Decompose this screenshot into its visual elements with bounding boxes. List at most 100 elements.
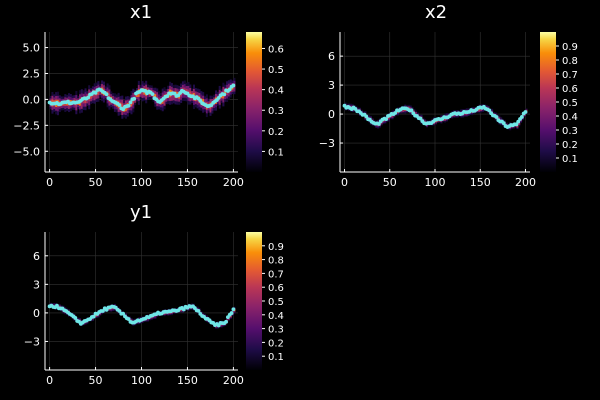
heatmap-cell xyxy=(453,116,456,118)
heatmap-cell xyxy=(139,96,142,100)
heatmap-cell xyxy=(222,94,225,99)
panel-title: y1 xyxy=(130,202,152,223)
heatmap-cell xyxy=(77,104,80,108)
heatmap-cell xyxy=(60,305,63,307)
heatmap-cell xyxy=(137,100,140,105)
heatmap-cell xyxy=(191,88,194,92)
heatmap-cell xyxy=(156,315,159,317)
heatmap-cell xyxy=(152,316,155,318)
heatmap-cell xyxy=(84,322,87,324)
heatmap-cell xyxy=(509,127,512,129)
heatmap-cell xyxy=(233,311,236,313)
colorbar-gradient xyxy=(246,232,262,370)
data-point xyxy=(86,95,91,100)
heatmap-cell xyxy=(102,85,105,89)
heatmap-cell xyxy=(181,81,184,85)
heatmap-cell xyxy=(167,314,170,316)
heatmap-cell xyxy=(198,308,201,310)
heatmap-cell xyxy=(178,101,181,105)
heatmap-cell xyxy=(161,92,164,97)
heatmap-cell xyxy=(67,93,71,97)
data-point xyxy=(91,314,96,319)
heatmap-cell xyxy=(86,91,89,94)
heatmap-cell xyxy=(102,81,105,86)
heatmap-cell xyxy=(121,103,124,108)
heatmap-cell xyxy=(503,120,506,122)
heatmap-cell xyxy=(181,97,184,102)
heatmap-cell xyxy=(224,324,227,326)
heatmap-cell xyxy=(377,119,380,122)
heatmap-cell xyxy=(58,304,61,306)
heatmap-cell xyxy=(148,94,151,97)
heatmap-cell xyxy=(507,123,510,125)
heatmap-cell xyxy=(106,99,109,104)
heatmap-cell xyxy=(91,319,94,321)
heatmap-cell xyxy=(393,115,396,118)
heatmap-cell xyxy=(62,107,65,111)
heatmap-cell xyxy=(371,124,374,126)
heatmap-cell xyxy=(416,112,419,115)
heatmap-cell xyxy=(429,119,432,122)
heatmap-cell xyxy=(145,320,148,322)
heatmap-cell xyxy=(139,316,142,319)
heatmap-cell xyxy=(108,93,111,98)
heatmap-cell xyxy=(205,113,208,118)
heatmap-cell xyxy=(132,324,135,326)
heatmap-cell xyxy=(203,314,207,316)
heatmap-cell xyxy=(205,320,208,323)
colorbar-tick-label: 0.5 xyxy=(562,98,578,109)
heatmap-cell xyxy=(389,116,392,119)
heatmap-cell xyxy=(492,112,495,114)
heatmap-cell xyxy=(447,113,450,115)
heatmap-cell xyxy=(82,100,85,104)
heatmap-cell xyxy=(124,107,127,112)
heatmap-cell xyxy=(402,109,405,111)
heatmap-cell xyxy=(67,96,71,100)
heatmap-cell xyxy=(397,107,400,110)
heatmap-cell xyxy=(104,88,107,92)
heatmap-cell xyxy=(156,106,159,110)
heatmap-cell xyxy=(90,88,93,91)
heatmap-cell xyxy=(485,105,488,107)
heatmap-cell xyxy=(93,93,96,97)
heatmap-cell xyxy=(404,111,407,114)
heatmap-cell xyxy=(73,104,76,108)
colorbar-tick-label: 0.7 xyxy=(562,70,578,81)
heatmap-cell xyxy=(161,107,164,112)
heatmap-cell xyxy=(216,321,219,323)
data-point xyxy=(165,94,170,99)
heatmap-cell xyxy=(498,116,501,119)
heatmap-cell xyxy=(137,80,140,86)
heatmap-cell xyxy=(158,91,161,95)
colorbar-tick-label: 0.4 xyxy=(268,311,284,322)
heatmap-cell xyxy=(117,107,120,112)
heatmap-cell xyxy=(229,317,232,320)
colorbar-tick-label: 0.3 xyxy=(562,126,578,137)
heatmap-cell xyxy=(411,107,414,109)
colorbar-tick-label: 0.2 xyxy=(268,338,284,349)
heatmap-cell xyxy=(181,311,184,313)
heatmap-cell xyxy=(143,82,146,86)
heatmap-cell xyxy=(84,88,87,93)
heatmap-cell xyxy=(222,324,225,326)
heatmap-cell xyxy=(496,114,499,116)
heatmap-cell xyxy=(469,113,472,115)
colorbar-tick-label: 0.6 xyxy=(562,84,578,95)
heatmap-cell xyxy=(420,114,423,117)
heatmap-cell xyxy=(191,100,194,104)
heatmap-cell xyxy=(49,95,52,99)
heatmap-cell xyxy=(135,94,139,98)
heatmap-cell xyxy=(66,102,69,106)
heatmap-cell xyxy=(130,102,133,107)
heatmap-cell xyxy=(409,112,412,115)
heatmap-cell xyxy=(400,112,403,114)
heatmap-cell xyxy=(456,116,459,118)
heatmap-cell xyxy=(130,94,133,99)
heatmap-cell xyxy=(137,84,140,90)
heatmap-cell xyxy=(511,126,514,128)
heatmap-cell xyxy=(445,118,448,121)
heatmap-cell xyxy=(91,318,94,320)
colorbar-tick-label: 0.4 xyxy=(562,112,578,123)
heatmap-cell xyxy=(516,126,519,128)
heatmap-cell xyxy=(460,115,463,118)
